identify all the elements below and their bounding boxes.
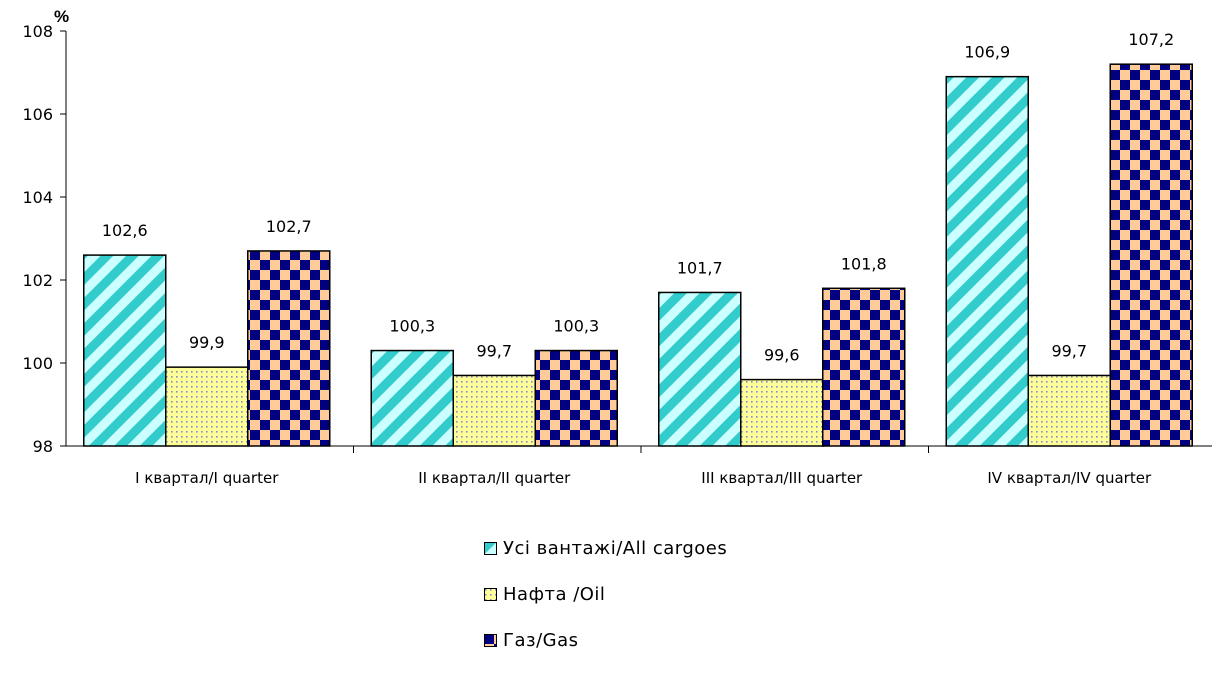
data-label: 100,3 bbox=[553, 317, 599, 336]
data-label: 99,7 bbox=[1051, 341, 1087, 360]
legend-item-oil: Нафта /Oil bbox=[484, 571, 904, 617]
bar bbox=[822, 287, 906, 447]
axes: 98 100 102 104 106 108 I квартал/I quarter II к… bbox=[22, 22, 1212, 487]
legend-swatch-gas bbox=[484, 633, 497, 647]
data-labels: 102,6 99,9 102,7 100,3 99,7 100,3 101,7 99,6 101… bbox=[102, 30, 1174, 364]
data-label: 99,7 bbox=[476, 341, 512, 360]
data-label: 107,2 bbox=[1128, 30, 1174, 49]
bar bbox=[534, 349, 618, 447]
legend-label: Нафта /Oil bbox=[503, 583, 606, 605]
bar bbox=[452, 374, 536, 447]
data-label: 99,6 bbox=[764, 346, 800, 365]
y-tick-label: 100 bbox=[22, 354, 53, 373]
bar bbox=[1027, 374, 1111, 447]
y-unit-label: % bbox=[54, 7, 69, 26]
data-label: 102,7 bbox=[266, 217, 312, 236]
y-tick-label: 104 bbox=[22, 188, 53, 207]
legend-swatch-all-cargoes bbox=[484, 541, 497, 555]
data-label: 99,9 bbox=[189, 333, 225, 352]
y-tick-label: 106 bbox=[22, 105, 53, 124]
x-tick-label: II квартал/II quarter bbox=[418, 469, 571, 487]
bar bbox=[658, 291, 742, 447]
data-label: 100,3 bbox=[389, 317, 435, 336]
x-tick-label: IV квартал/IV quarter bbox=[987, 469, 1152, 487]
data-label: 101,7 bbox=[677, 258, 723, 277]
data-label: 102,6 bbox=[102, 221, 148, 240]
legend-label: Газ/Gas bbox=[503, 629, 579, 651]
bar bbox=[370, 349, 454, 447]
bar bbox=[1109, 63, 1193, 447]
y-tick-label: 102 bbox=[22, 271, 53, 290]
legend: Усі вантажі/All cargoes Нафта /Oil Газ/G… bbox=[484, 525, 904, 663]
bar bbox=[945, 75, 1029, 447]
bar bbox=[247, 250, 331, 447]
legend-item-gas: Газ/Gas bbox=[484, 617, 904, 663]
legend-swatch-oil bbox=[484, 587, 497, 601]
y-tick-label: 98 bbox=[33, 437, 53, 456]
bar bbox=[740, 378, 824, 447]
x-tick-label: I квартал/I quarter bbox=[135, 469, 279, 487]
legend-label: Усі вантажі/All cargoes bbox=[503, 537, 728, 559]
legend-item-all-cargoes: Усі вантажі/All cargoes bbox=[484, 525, 904, 571]
data-label: 106,9 bbox=[964, 43, 1010, 62]
y-tick-label: 108 bbox=[22, 22, 53, 41]
x-tick-label: III квартал/III quarter bbox=[701, 469, 863, 487]
bar bbox=[83, 254, 167, 447]
bar bbox=[165, 366, 249, 447]
bars bbox=[83, 63, 1193, 447]
data-label: 101,8 bbox=[841, 254, 887, 273]
